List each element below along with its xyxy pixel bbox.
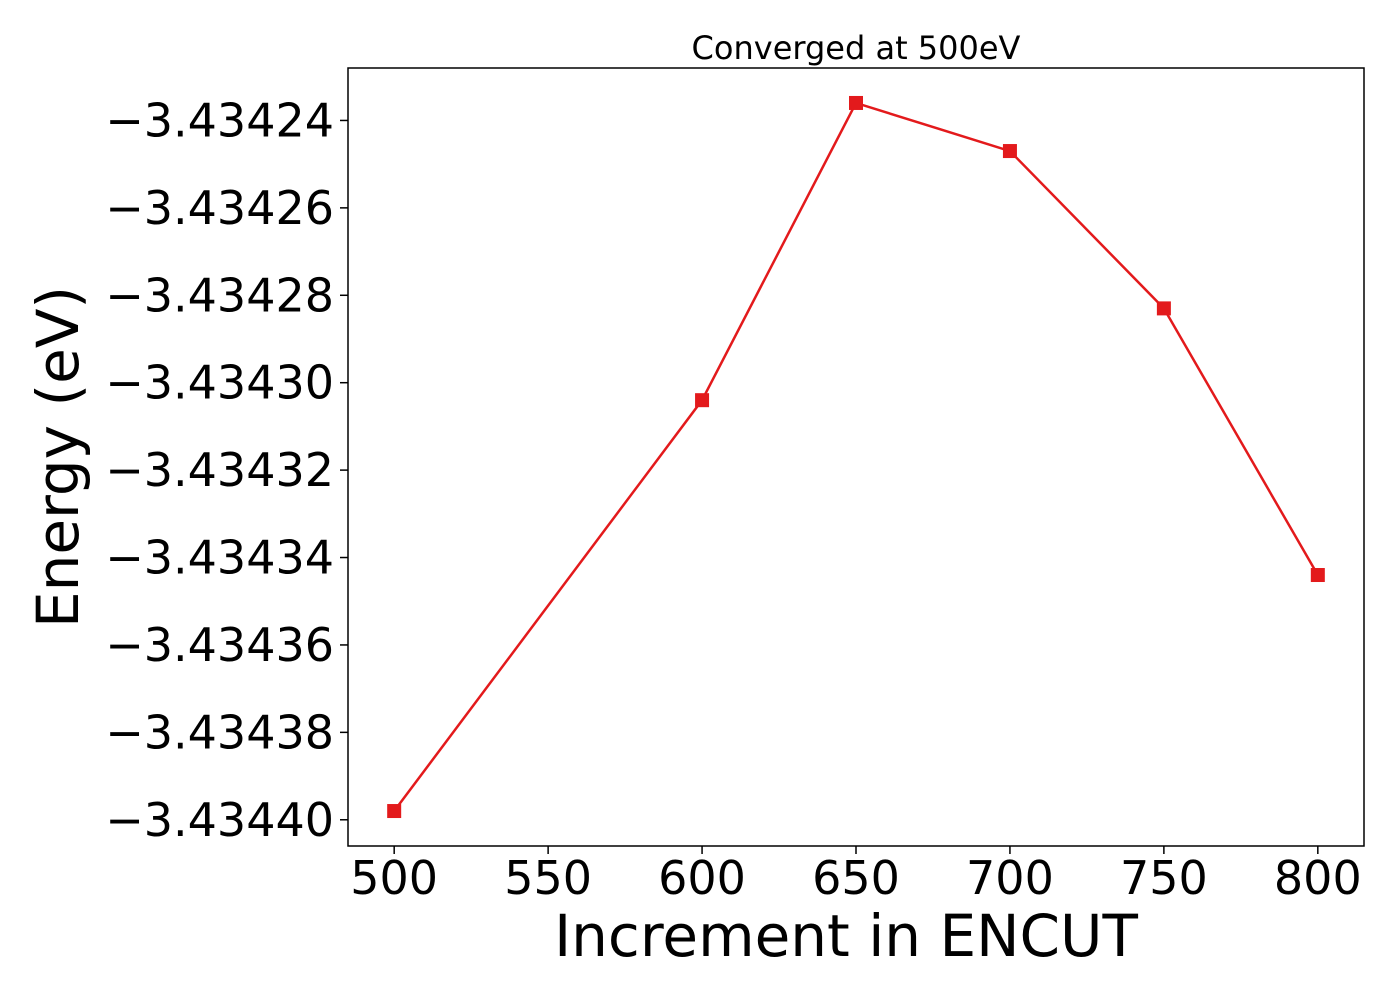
y-tick-label: −3.43428 <box>105 268 334 322</box>
x-tick-label: 500 <box>350 851 438 905</box>
y-tick-label: −3.43434 <box>105 531 334 585</box>
x-axis-label: Increment in ENCUT <box>554 902 1138 970</box>
y-axis-label: Energy (eV) <box>24 286 92 628</box>
data-point-marker <box>695 393 710 408</box>
series-layer <box>387 95 1325 819</box>
x-tick-label: 550 <box>504 851 592 905</box>
x-tick-label: 600 <box>658 851 746 905</box>
y-axis-ticks: −3.43440 −3.43438 −3.43436 −3.43434 −3.43432… <box>105 93 348 847</box>
y-tick-label: −3.43430 <box>105 356 334 410</box>
data-point-marker <box>1002 144 1017 159</box>
x-tick-label: 750 <box>1120 851 1208 905</box>
data-point-marker <box>1310 568 1325 583</box>
plot-area <box>347 67 1365 847</box>
y-tick-label: −3.43432 <box>105 443 334 497</box>
chart-title: Converged at 500eV <box>692 29 1021 67</box>
x-axis-ticks: 500 550 600 650 700 750 800 <box>350 846 1362 905</box>
y-tick-label: −3.43426 <box>105 181 334 235</box>
x-tick-label: 700 <box>966 851 1054 905</box>
x-tick-label: 800 <box>1274 851 1362 905</box>
data-point-marker <box>1156 301 1171 316</box>
y-tick-label: −3.43436 <box>105 618 334 672</box>
y-tick-label: −3.43424 <box>105 93 334 147</box>
series-line <box>393 101 1319 812</box>
y-tick-label: −3.43440 <box>105 793 334 847</box>
x-tick-label: 650 <box>812 851 900 905</box>
data-point-marker <box>387 804 402 819</box>
data-point-marker <box>849 95 863 110</box>
y-tick-label: −3.43438 <box>105 705 334 759</box>
